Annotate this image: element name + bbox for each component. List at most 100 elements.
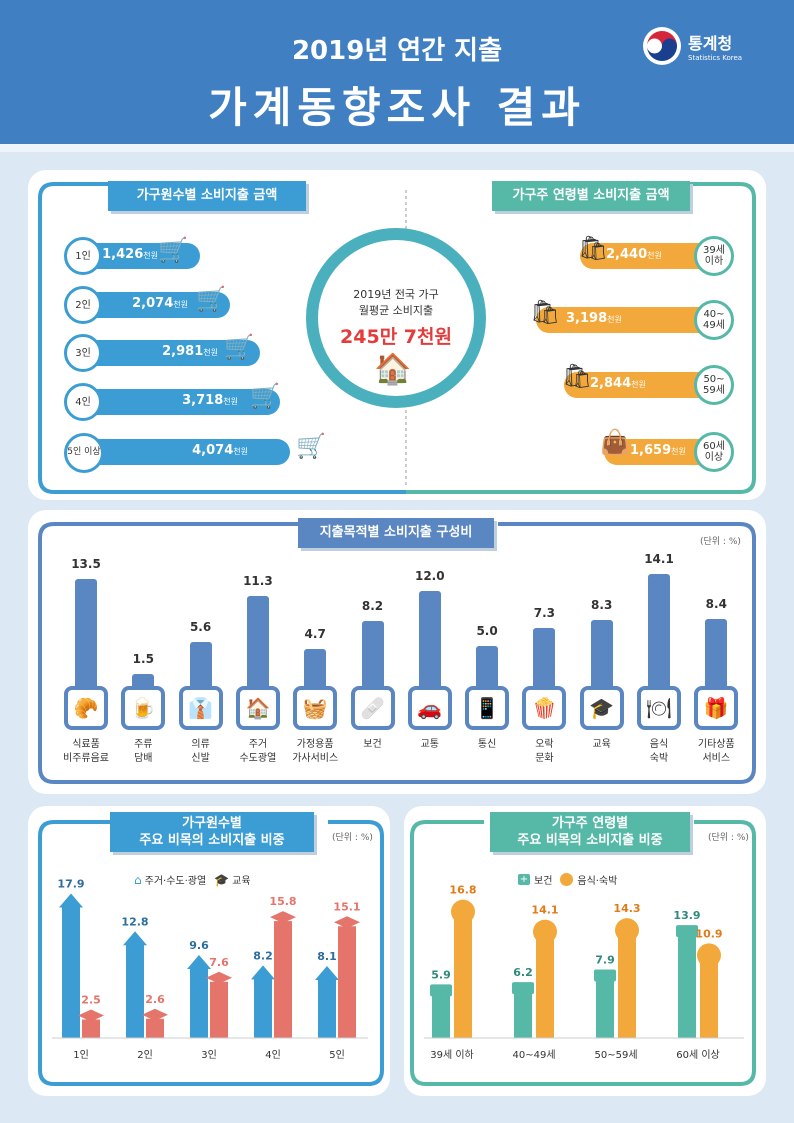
composition-bar xyxy=(533,628,556,686)
household-value: 2,074 xyxy=(132,296,174,311)
dining-bar xyxy=(700,957,718,1038)
housing-bar xyxy=(62,905,80,1038)
composition-bar xyxy=(705,619,728,686)
category-label: 1인 xyxy=(73,1049,89,1061)
education-bar xyxy=(82,1019,100,1038)
household-share-chart: 17.9 2.5 1인 12.8 2.6 2인 9.67.6 3인 8.2 15.8 4인 8.1 15… xyxy=(52,878,368,1061)
dining-plate-icon xyxy=(697,943,721,968)
house-icon: 🏠 xyxy=(235,686,280,730)
household-bar: 2,074천원 xyxy=(80,292,230,318)
household-share-panel xyxy=(28,806,390,1096)
share-value: 5.9 xyxy=(431,968,451,981)
family-figure-icon: 🛒 xyxy=(296,432,326,460)
age-share-unit: (단위 : %) xyxy=(708,833,749,843)
age-unit: 천원 xyxy=(631,380,646,389)
composition-bar xyxy=(246,596,269,686)
age-share-title: 가구주 연령별 주요 비목의 소비지출 비중 xyxy=(490,812,690,852)
category-label: 50~59세 xyxy=(594,1049,637,1061)
dining-bar xyxy=(454,913,472,1038)
age-unit: 천원 xyxy=(671,447,686,456)
dining-icon: 🍽 xyxy=(637,686,681,730)
composition-category: 오락 문화 xyxy=(535,739,554,764)
household-bar: 2,981천원 xyxy=(80,340,260,366)
composition-value: 1.5 xyxy=(132,652,154,667)
legend-label: 교육 xyxy=(232,876,251,887)
composition-value: 4.7 xyxy=(304,626,326,641)
age-share-frame xyxy=(410,820,756,1086)
logo-sub: Statistics Korea xyxy=(688,54,743,62)
category-label: 3인 xyxy=(201,1049,217,1061)
housing-bar xyxy=(254,977,272,1038)
health-bar xyxy=(678,935,696,1038)
legend-label: 주거·수도·광열 xyxy=(144,876,207,887)
household-value: 2,981 xyxy=(162,344,204,359)
category-label: 60세 이상 xyxy=(676,1049,720,1061)
age-bar: 2,440천원 xyxy=(580,243,706,269)
graduation-cap-icon xyxy=(206,971,232,984)
beer-icon: 🍺 xyxy=(121,686,166,730)
composition-value: 11.3 xyxy=(243,574,273,589)
age-value: 1,659 xyxy=(630,443,672,458)
firstaid-box-icon xyxy=(594,969,616,982)
header-title: 가계동향조사 결과 xyxy=(208,83,586,132)
dining-bar xyxy=(536,933,554,1038)
composition-bar xyxy=(189,641,212,686)
senior-shopper-icon: 👜 xyxy=(600,428,630,456)
household-label: 3인 xyxy=(64,334,102,372)
grocery-icon: 🥐 xyxy=(64,686,108,730)
firstaid-icon: 🩹 xyxy=(350,686,395,730)
family-figure-icon: 🛒 xyxy=(196,285,226,313)
firstaid-box-icon xyxy=(512,982,534,995)
firstaid-box-icon xyxy=(676,925,698,938)
category-label: 39세 이하 xyxy=(430,1048,474,1061)
household-share-title-line1: 가구원수별 xyxy=(182,816,242,831)
household-label: 5인 이상 xyxy=(64,433,104,473)
house-roof-icon xyxy=(187,954,211,969)
age-value: 2,440 xyxy=(606,247,648,262)
composition-category: 식료품 비주류음료 xyxy=(63,739,109,764)
legend-label: 보건 xyxy=(534,876,553,887)
education-bar xyxy=(146,1018,164,1038)
housing-bar xyxy=(190,966,208,1038)
age-share-title-line1: 가구주 연령별 xyxy=(551,816,629,831)
mature-shopper-icon: 🛍 xyxy=(562,362,593,390)
housing-bar xyxy=(126,943,144,1038)
graduation-cap-icon xyxy=(334,916,360,929)
share-value: 8.1 xyxy=(317,950,337,963)
header-band xyxy=(0,144,794,152)
share-value: 7.6 xyxy=(209,956,229,969)
share-value: 15.8 xyxy=(269,895,296,908)
share-value: 14.1 xyxy=(531,904,558,917)
graduation-cap-icon xyxy=(270,911,296,924)
person-figure-icon: 🛒 xyxy=(158,236,188,264)
age-bar: 2,844천원 xyxy=(564,372,706,398)
composition-category: 통신 xyxy=(477,739,497,750)
legend-label: 음식·숙박 xyxy=(577,876,618,887)
composition-value: 8.2 xyxy=(361,598,384,613)
clothing-icon: 👔 xyxy=(178,686,223,730)
total-line2: 월평균 소비지출 xyxy=(358,304,434,317)
house-money-icon: 🏠 xyxy=(374,352,412,387)
house-roof-icon xyxy=(315,966,339,981)
share-value: 14.3 xyxy=(613,902,640,915)
composition-panel xyxy=(28,510,766,794)
composition-value: 12.0 xyxy=(414,568,445,583)
graduation-icon: 🎓 xyxy=(579,686,624,730)
composition-category: 의류 신발 xyxy=(191,739,210,764)
share-value: 6.2 xyxy=(513,966,533,979)
car-icon: 🚗 xyxy=(407,686,452,730)
share-value: 2.6 xyxy=(145,993,165,1006)
household-value: 4,074 xyxy=(192,443,234,458)
composition-category: 보건 xyxy=(363,739,382,750)
composition-category: 주류 담배 xyxy=(134,739,153,764)
graduation-cap-icon xyxy=(142,1008,168,1021)
composition-category: 주거 수도광열 xyxy=(239,739,277,764)
young-shopper-icon: 🛍 xyxy=(578,234,609,262)
composition-category: 기타상품 서비스 xyxy=(697,739,735,764)
age-value: 3,198 xyxy=(566,311,608,326)
health-bar xyxy=(432,994,450,1038)
age-label: 50~ 59세 xyxy=(694,365,734,405)
age-title: 가구주 연령별 소비지출 금액 xyxy=(492,181,690,211)
dining-plate-icon xyxy=(451,899,475,924)
composition-category: 가정용품 가사서비스 xyxy=(292,739,339,764)
